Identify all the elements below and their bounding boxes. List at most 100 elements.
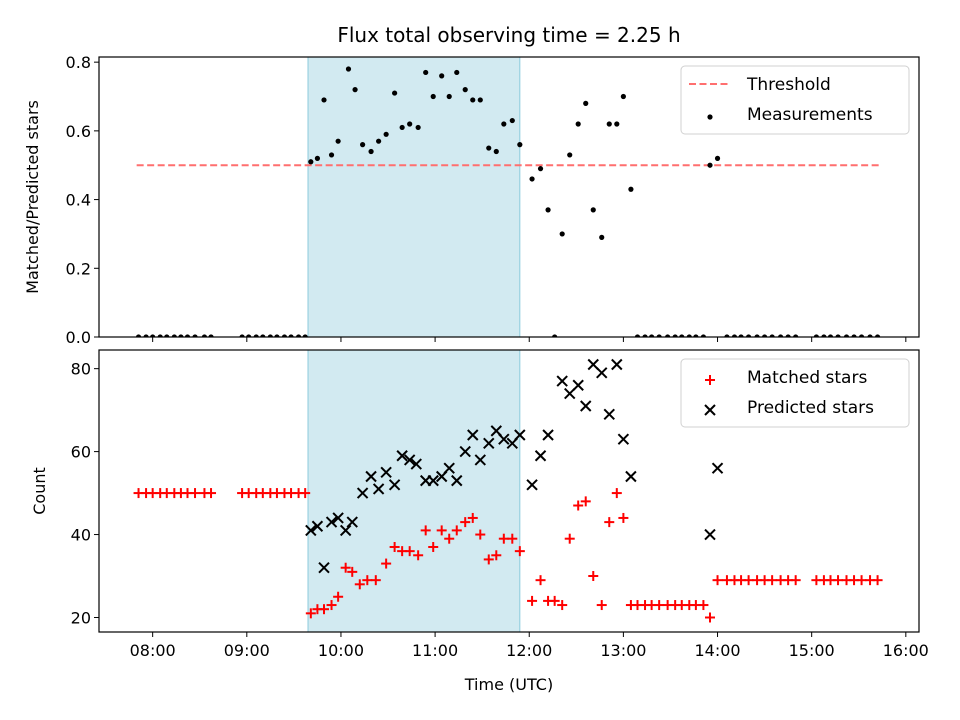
- predicted-stars-point: [346, 516, 358, 528]
- x-axis-label: Time (UTC): [464, 675, 553, 694]
- legend-box: [680, 65, 910, 135]
- predicted-stars-point: [611, 358, 623, 371]
- measurements-point: [439, 73, 445, 79]
- measurements-point: [634, 334, 641, 337]
- matched-stars-point: [573, 500, 584, 511]
- matched-stars-point: [413, 550, 424, 561]
- predicted-stars-point: [443, 462, 455, 474]
- matched-stars-point: [527, 595, 538, 606]
- matched-stars-point: [460, 517, 471, 528]
- predicted-stars-point: [325, 516, 338, 528]
- matched-stars-point: [618, 512, 629, 523]
- measurements-point: [376, 138, 382, 144]
- measurements-point: [509, 117, 515, 124]
- predicted-stars-point: [572, 379, 584, 391]
- measurements-point: [239, 334, 245, 337]
- y-tick-label: 40: [71, 526, 91, 545]
- y-tick-label: 0.8: [66, 53, 91, 72]
- measurements-point: [295, 334, 302, 337]
- measurements-point: [430, 93, 436, 100]
- measurements-point: [827, 334, 834, 337]
- legend: Matched stars Predicted stars: [680, 358, 910, 428]
- predicted-stars-point: [514, 429, 526, 441]
- matched-stars-point: [514, 546, 525, 557]
- measurements-point: [745, 334, 752, 337]
- measurements-point: [714, 155, 721, 161]
- matched-stars-point: [340, 562, 351, 573]
- matched-stars-point: [743, 575, 754, 586]
- x-tick-label: 08:00: [130, 641, 176, 660]
- predicted-stars-point: [564, 387, 576, 400]
- y-tick-label: 20: [71, 608, 91, 627]
- x-tick-label: 11:00: [412, 641, 458, 660]
- measurements-point: [700, 334, 707, 337]
- matched-stars-point: [790, 575, 801, 586]
- matched-stars-point: [347, 566, 358, 577]
- matched-stars-point: [451, 525, 462, 536]
- matched-stars-point: [611, 488, 622, 499]
- measurements-point: [281, 334, 288, 337]
- matched-stars-point: [475, 529, 486, 540]
- predicted-stars-point: [596, 367, 608, 379]
- measurements-point: [171, 334, 177, 337]
- predicted-stars-point: [305, 524, 317, 537]
- ratio-panel: 0.0 0.2 0.4 0.6 0.8 Matched/Predicted stars Th…: [23, 53, 920, 347]
- measurements-point: [470, 97, 476, 103]
- predicted-stars-point: [356, 487, 369, 499]
- matched-stars-point: [206, 488, 217, 499]
- measurements-point: [769, 334, 775, 337]
- measurements-point: [184, 334, 191, 337]
- measurements-point: [731, 334, 738, 337]
- measurements-point: [423, 69, 429, 76]
- y-tick-label: 0.6: [66, 122, 91, 141]
- matched-stars-point: [604, 517, 615, 528]
- legend-label: Predicted stars: [747, 398, 874, 418]
- measurements-point: [686, 334, 692, 337]
- measurements-point: [590, 207, 596, 213]
- measurements-point: [288, 334, 294, 337]
- matched-stars-point: [354, 579, 365, 590]
- measurements-point: [793, 334, 799, 337]
- predicted-stars-point: [603, 408, 615, 420]
- predicted-stars-point: [483, 437, 495, 450]
- predicted-stars-point: [474, 454, 486, 466]
- matched-stars-point: [498, 533, 509, 544]
- measurements-point: [486, 145, 492, 151]
- measurements-point: [693, 334, 699, 337]
- matched-stars-point: [444, 533, 455, 544]
- predicted-stars-point: [467, 429, 479, 441]
- series-group: [133, 358, 883, 623]
- matched-stars-point: [305, 608, 316, 619]
- measurements-point: [656, 334, 662, 337]
- legend-marker: [704, 404, 716, 416]
- legend-marker: [705, 375, 715, 385]
- predicted-stars-point: [542, 429, 554, 441]
- matched-stars-point: [767, 575, 778, 586]
- predicted-stars-point: [459, 445, 471, 458]
- measurements-point: [150, 334, 156, 337]
- matched-stars-point: [588, 571, 599, 582]
- measurements-point: [368, 148, 374, 155]
- matched-stars-point: [467, 512, 478, 523]
- measurements-point: [360, 142, 366, 148]
- legend: Threshold Measurements: [680, 65, 910, 135]
- measurements-point: [707, 162, 713, 168]
- measurements-point: [208, 334, 214, 337]
- matched-stars-point: [319, 604, 330, 615]
- predicted-stars-point: [339, 524, 352, 537]
- matched-stars-point: [436, 525, 447, 536]
- measurements-point: [157, 334, 163, 337]
- measurements-point: [454, 69, 460, 76]
- matched-stars-point: [507, 533, 518, 544]
- matched-stars-point: [564, 533, 575, 544]
- measurements-point: [493, 148, 499, 155]
- measurements-point: [754, 334, 760, 337]
- legend-marker: [707, 114, 713, 120]
- matched-stars-point: [549, 595, 560, 606]
- measurements-point: [649, 334, 655, 337]
- measurements-point: [246, 334, 252, 337]
- matched-stars-point: [557, 600, 568, 611]
- matched-stars-point: [654, 600, 665, 611]
- measurements-point: [529, 176, 535, 182]
